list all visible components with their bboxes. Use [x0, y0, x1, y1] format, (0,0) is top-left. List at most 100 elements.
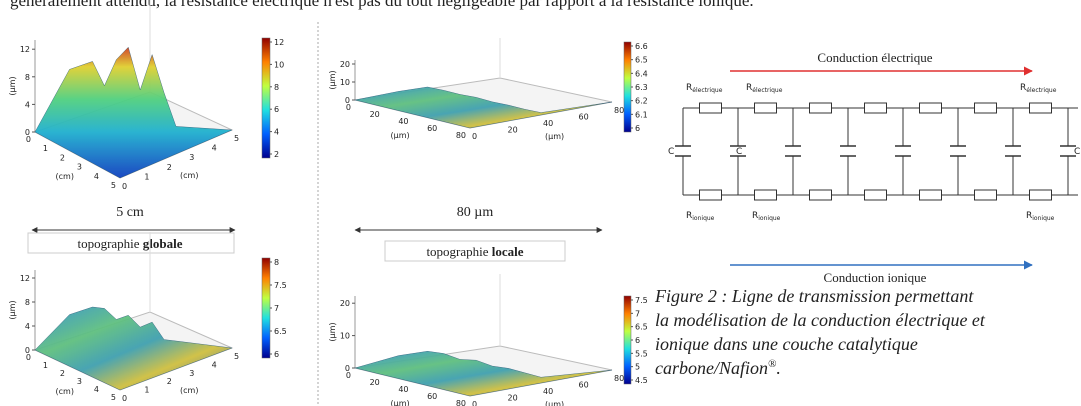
y-axis-label: (µm): [545, 132, 564, 141]
caption-line: Figure 2 : Ligne de transmission permett…: [654, 286, 974, 306]
x-tick-label: 3: [77, 163, 82, 172]
x-tick-label: 80: [456, 131, 466, 140]
colorbar: [261, 37, 271, 159]
colorbar-tick-label: 4.5: [635, 376, 648, 385]
body-text: généralement attendu, la résistance élec…: [10, 0, 754, 10]
colorbar-tick-label: 6: [274, 350, 279, 359]
colorbar-tick-label: 7.5: [274, 281, 287, 290]
surface: [34, 46, 233, 179]
colorbar-tick-label: 6.5: [274, 327, 287, 336]
x-tick-label: 0: [346, 103, 351, 112]
colorbar-tick-label: 6.3: [635, 83, 648, 92]
colorbar-tick-label: 6.4: [635, 69, 648, 78]
surface: [354, 351, 613, 397]
y-tick-label: 0: [472, 132, 477, 141]
z-tick-label: 0: [25, 346, 30, 355]
resistor: [699, 189, 722, 201]
x-tick-label: 40: [398, 385, 408, 394]
y-axis-label: (µm): [545, 400, 564, 406]
x-tick-label: 5: [111, 393, 116, 402]
colorbar: [623, 295, 632, 385]
y-tick-label: 4: [212, 144, 217, 153]
x-tick-label: 2: [60, 153, 65, 162]
y-tick-label: 1: [144, 386, 149, 395]
x-tick-label: 1: [43, 144, 48, 153]
resistor: [809, 189, 832, 201]
colorbar-tick-label: 6.6: [635, 42, 648, 51]
colorbar-tick-label: 12: [274, 38, 284, 47]
y-tick-label: 4: [212, 360, 217, 369]
x-tick-label: 0: [346, 371, 351, 380]
z-tick-label: 4: [25, 322, 30, 331]
y-axis-label: (cm): [180, 171, 198, 180]
colorbar-tick-label: 5.5: [635, 349, 648, 358]
y-tick-label: 0: [122, 394, 127, 403]
resistor-label: Rionique: [686, 211, 715, 222]
colorbar-tick-label: 6.5: [635, 56, 648, 65]
label-box: [384, 240, 566, 262]
x-tick-label: 4: [94, 172, 99, 181]
x-axis-label: (µm): [391, 131, 410, 140]
capacitor-label: C: [668, 147, 674, 157]
x-tick-label: 1: [43, 361, 48, 370]
y-tick-label: 5: [234, 352, 239, 361]
y-tick-label: 20: [508, 126, 518, 135]
y-axis-label: (cm): [180, 386, 198, 395]
symbol: R: [746, 83, 752, 93]
colorbar-tick-label: 4: [274, 128, 279, 137]
x-tick-label: 5: [111, 181, 116, 190]
symbol: R: [752, 211, 758, 221]
caption-line: carbone/Nafion®.: [655, 358, 781, 378]
x-tick-label: 4: [94, 385, 99, 394]
z-tick-label: 20: [340, 60, 350, 69]
y-tick-label: 40: [543, 387, 553, 396]
y-tick-label: 3: [189, 369, 194, 378]
subscript: ionique: [1032, 215, 1054, 222]
capacitor-label: C: [736, 147, 742, 157]
scale-label: 5 cm: [116, 205, 144, 220]
z-tick-label: 0: [25, 128, 30, 137]
y-tick-label: 80: [614, 374, 624, 383]
surface: [354, 86, 613, 129]
colorbar-tick-label: 6.5: [635, 323, 648, 332]
caption-text: .: [776, 358, 781, 378]
conduction-label: Conduction ionique: [824, 270, 927, 285]
subscript: ionique: [692, 215, 714, 222]
colorbar-tick-label: 8: [274, 83, 279, 92]
resistor: [919, 102, 942, 114]
resistor: [754, 189, 777, 201]
z-tick-label: 0: [345, 96, 350, 105]
resistor-label: Rionique: [752, 211, 781, 222]
z-tick-label: 0: [345, 364, 350, 373]
topography-label: topographie locale: [426, 244, 523, 259]
colorbar-tick-label: 6: [635, 124, 640, 133]
resistor: [699, 102, 722, 114]
z-tick-label: 20: [340, 299, 350, 308]
x-axis-label: (cm): [56, 172, 74, 181]
resistor: [974, 189, 997, 201]
colorbar-tick-label: 8: [274, 258, 279, 267]
colorbar: [261, 257, 271, 359]
resistor: [1029, 102, 1052, 114]
conduction-label: Conduction électrique: [817, 50, 932, 65]
resistor: [809, 102, 832, 114]
z-tick-label: 12: [20, 45, 30, 54]
z-axis-label: (µm): [328, 70, 337, 89]
colorbar-tick-label: 6.1: [635, 110, 648, 119]
colorbar-tick-label: 10: [274, 60, 284, 69]
superscript: ®: [768, 358, 777, 370]
caption: Figure 2 : Ligne de transmission permett…: [654, 286, 986, 378]
x-tick-label: 20: [370, 378, 380, 387]
colorbar-tick-label: 6: [274, 105, 279, 114]
x-tick-label: 3: [77, 377, 82, 386]
y-tick-label: 60: [579, 113, 589, 122]
colorbar-tick-label: 2: [274, 150, 279, 159]
x-tick-label: 20: [370, 110, 380, 119]
subscript: électrique: [692, 87, 722, 94]
caption-text: carbone/Nafion: [655, 358, 768, 378]
y-tick-label: 80: [614, 106, 624, 115]
y-tick-label: 1: [144, 172, 149, 181]
subscript: électrique: [1026, 87, 1056, 94]
label-box: [27, 232, 235, 254]
colorbar-tick-label: 6: [635, 336, 640, 345]
